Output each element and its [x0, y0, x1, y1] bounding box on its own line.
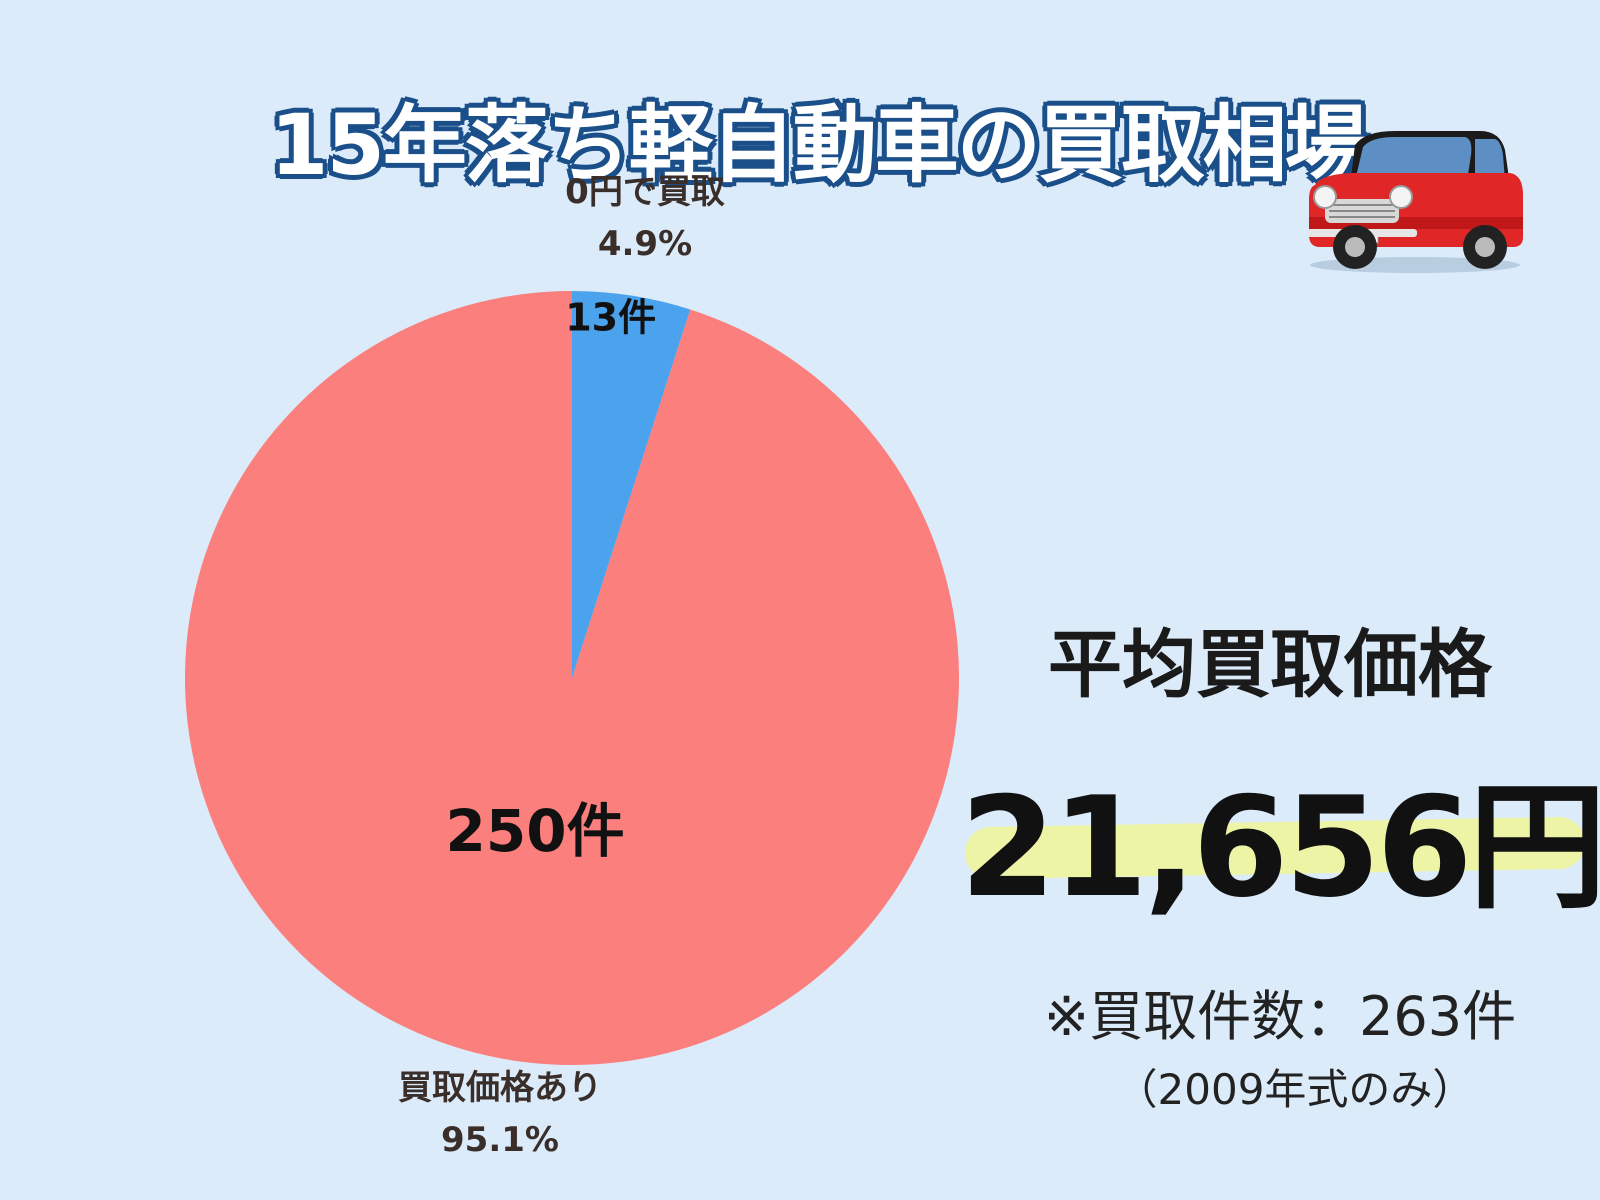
slice-zero-percent: 4.9% — [597, 224, 693, 264]
slice-label-paid: 買取価格あり 95.1% — [355, 1062, 645, 1166]
model-year-note: （2009年式のみ） — [1115, 1065, 1475, 1114]
average-price-value: 21,656円 — [960, 767, 1600, 928]
average-price-label: 平均買取価格 — [1048, 622, 1492, 708]
slice-label-zero: 0円で買取 4.9% — [520, 166, 770, 270]
pie-chart: 13件 250件 — [185, 291, 960, 1065]
slice-paid-percent: 95.1% — [441, 1120, 559, 1160]
red-car-icon — [1307, 131, 1523, 273]
pie-slice-count-label-1: 250件 — [446, 797, 625, 865]
purchase-count-note: ※買取件数：263件 — [1043, 985, 1517, 1048]
slice-zero-name: 0円で買取 — [565, 172, 725, 212]
chart-title: 15年落ち軽自動車の買取相場 — [270, 96, 1369, 194]
pie-slice-0 — [572, 291, 691, 678]
pie-slice-1 — [185, 291, 960, 1065]
pie-slice-count-label-0: 13件 — [565, 295, 656, 339]
slice-paid-name: 買取価格あり — [398, 1068, 602, 1108]
